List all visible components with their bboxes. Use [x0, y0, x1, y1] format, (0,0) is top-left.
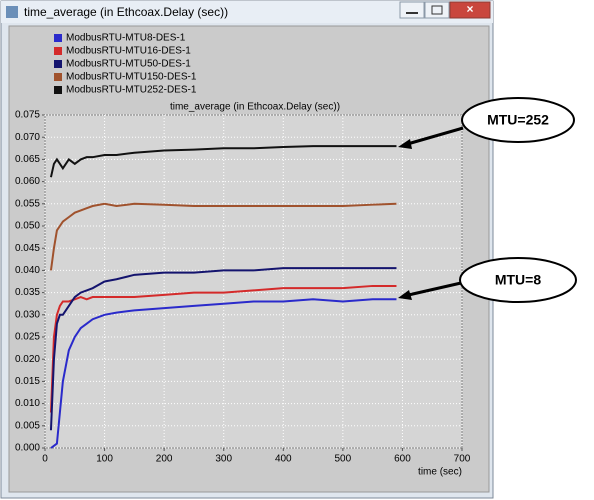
y-tick-label: 0.070 [15, 132, 40, 143]
x-tick-label: 600 [394, 454, 411, 465]
title-bar [1, 1, 493, 23]
x-tick-label: 200 [156, 454, 173, 465]
y-tick-label: 0.030 [15, 309, 40, 320]
annotation-8: MTU=8 [398, 257, 577, 303]
y-tick-label: 0.020 [15, 354, 40, 365]
close-button[interactable] [449, 1, 491, 19]
annotation-252: MTU=252 [398, 97, 575, 149]
close-icon: × [466, 2, 473, 16]
minimize-button[interactable] [399, 1, 425, 19]
plot: 0.000 0.005 0.010 0.015 0.020 0.025 0.030 0.035… [15, 33, 471, 465]
window-title: time_average (in Ethcoax.Delay (sec)) [24, 5, 228, 19]
maximize-button[interactable] [424, 1, 450, 19]
legend-swatch [54, 73, 62, 81]
annotation-ellipse [459, 257, 577, 303]
y-tick-label: 0.015 [15, 376, 40, 387]
y-tick-label: 0.025 [15, 332, 40, 343]
series-line [50, 298, 397, 449]
x-axis-label: time (sec) [418, 467, 462, 478]
arrow-head [398, 290, 412, 300]
annotation-text: MTU=8 [495, 272, 542, 288]
annotation-text: MTU=252 [487, 112, 549, 128]
y-tick-label: 0.065 [15, 154, 40, 165]
legend-label: ModbusRTU-MTU50-DES-1 [66, 59, 191, 70]
y-tick-label: 0.045 [15, 243, 40, 254]
y-tick-label: 0.010 [15, 398, 40, 409]
x-tick-label: 100 [96, 454, 113, 465]
y-tick-label: 0.075 [15, 110, 40, 121]
y-tick-label: 0.060 [15, 176, 40, 187]
annotation-ellipse [461, 97, 575, 143]
legend-swatch [54, 60, 62, 68]
x-tick-label: 500 [335, 454, 352, 465]
y-tick-label: 0.000 [15, 443, 40, 454]
legend-label: ModbusRTU-MTU8-DES-1 [66, 33, 186, 44]
legend-label: ModbusRTU-MTU252-DES-1 [66, 85, 197, 96]
legend-label: ModbusRTU-MTU150-DES-1 [66, 72, 197, 83]
arrow-head [398, 139, 412, 149]
window-controls: × [399, 1, 491, 19]
x-tick-label: 0 [42, 454, 48, 465]
plot-area [44, 114, 463, 449]
legend-swatch [54, 34, 62, 42]
maximize-icon [431, 5, 443, 15]
legend-swatch [54, 47, 62, 55]
y-tick-label: 0.050 [15, 221, 40, 232]
chart-title: time_average (in Ethcoax.Delay (sec)) [170, 102, 340, 113]
series-line [49, 202, 397, 271]
x-tick-label: 400 [275, 454, 292, 465]
window-icon [6, 6, 18, 18]
legend-label: ModbusRTU-MTU16-DES-1 [66, 46, 191, 57]
y-tick-label: 0.055 [15, 198, 40, 209]
x-tick-label: 300 [215, 454, 232, 465]
x-tick-label: 700 [454, 454, 471, 465]
series-line [49, 145, 397, 178]
y-tick-label: 0.035 [15, 287, 40, 298]
annotation-arrow [403, 126, 464, 147]
legend-swatch [54, 86, 62, 94]
series-line [49, 284, 397, 413]
y-tick-label: 0.040 [15, 265, 40, 276]
series-line [49, 267, 397, 431]
annotation-arrow [403, 281, 462, 298]
y-tick-label: 0.005 [15, 420, 40, 431]
